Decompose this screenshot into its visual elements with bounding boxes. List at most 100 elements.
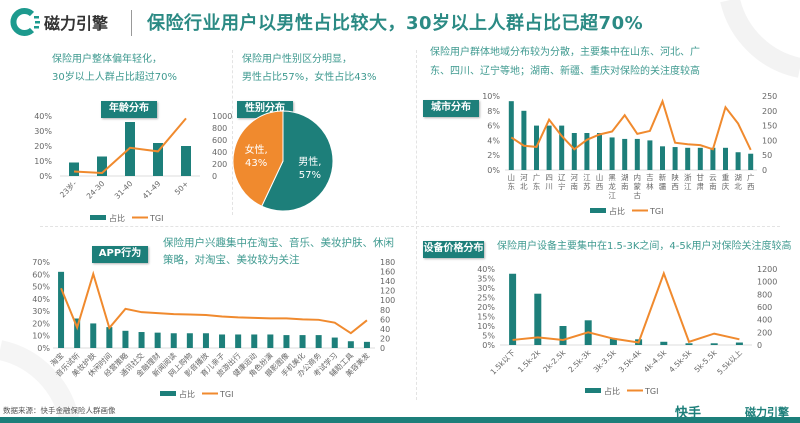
x-tick-label: 四川 bbox=[545, 173, 553, 191]
bar-办公商务 bbox=[315, 335, 322, 348]
y-tick-label: 50% bbox=[32, 283, 50, 292]
x-tick-label: 23岁- bbox=[57, 178, 78, 199]
y-tick-label: 4% bbox=[487, 136, 500, 145]
brand-name: 磁力引擎 bbox=[44, 14, 109, 33]
legend-line-label: TGI bbox=[644, 387, 658, 396]
legend-line-label: TGI bbox=[219, 390, 233, 399]
app-note-line2: 策略，对淘宝、美妆较为关注 bbox=[163, 254, 300, 266]
age-note-line1: 保险用户整体偏年轻化， bbox=[52, 54, 162, 65]
legend-bar-label: 占比 bbox=[604, 386, 620, 396]
city-note-line1: 保险用户群体地域分布较为分散，主要集中在山东、河北、广 bbox=[430, 47, 700, 58]
bar-河北 bbox=[521, 110, 527, 170]
y2-tick-label: 0 bbox=[762, 166, 767, 175]
x-tick-label: 5.5k以上 bbox=[715, 348, 744, 377]
y-tick-label: 8% bbox=[487, 107, 500, 116]
bar-金融理财 bbox=[154, 332, 161, 348]
x-tick-label: 新疆 bbox=[659, 172, 667, 191]
bar-通讯社交 bbox=[138, 332, 145, 348]
x-tick-label: 河南 bbox=[571, 173, 579, 191]
y2-tick-label: 200 bbox=[212, 160, 227, 169]
y2-tick-label: 80 bbox=[380, 306, 390, 315]
pie-label-category: 男性, bbox=[298, 155, 321, 168]
x-tick-label: 2k-2.5k bbox=[541, 348, 568, 375]
y2-tick-label: 250 bbox=[762, 92, 777, 101]
y2-tick-label: 60 bbox=[380, 315, 390, 324]
y2-tick-label: 160 bbox=[380, 268, 395, 277]
x-tick-label: 黑龙江 bbox=[608, 173, 616, 200]
kuaishou-logo: 快手 bbox=[675, 406, 702, 421]
y-tick-label: 10% bbox=[477, 322, 495, 331]
bar-手机美化 bbox=[299, 335, 306, 348]
bar-黑龙江 bbox=[609, 137, 615, 170]
bar-24-30 bbox=[97, 156, 107, 176]
bar-3k-3.5k bbox=[609, 338, 617, 345]
legend-bar-swatch bbox=[585, 388, 601, 393]
x-tick-label: 吉林 bbox=[646, 173, 654, 191]
bar-陕西 bbox=[672, 147, 678, 170]
y2-tick-label: 600 bbox=[757, 303, 772, 312]
bar-音乐试听 bbox=[74, 318, 81, 348]
footer-bar bbox=[0, 417, 800, 423]
y-tick-label: 15% bbox=[477, 313, 495, 322]
bar-5k-5.5k bbox=[710, 343, 718, 345]
y2-tick-label: 120 bbox=[380, 287, 395, 296]
bar-四川 bbox=[546, 125, 552, 170]
bar-新疆 bbox=[660, 146, 665, 170]
bar-考试学习 bbox=[331, 337, 338, 348]
divider bbox=[416, 50, 417, 400]
divider bbox=[40, 226, 780, 227]
y2-tick-label: 180 bbox=[380, 258, 395, 267]
y-tick-label: 0% bbox=[482, 341, 495, 350]
y-tick-label: 40% bbox=[477, 265, 495, 274]
y-tick-label: 40% bbox=[34, 112, 52, 121]
y2-tick-label: 20 bbox=[380, 334, 390, 343]
pie-slice-女性 bbox=[232, 110, 284, 207]
legend-bar-label: 占比 bbox=[179, 389, 195, 399]
app-note-line1: 保险用户兴趣集中在淘宝、音乐、美妆护肤、休闲 bbox=[163, 237, 394, 249]
y2-tick-label: 600 bbox=[212, 136, 227, 145]
device-note: 保险用户设备主要集中在1.5-3K之间，4-5k用户对保险关注度较高 bbox=[497, 241, 792, 252]
x-tick-label: 甘肃 bbox=[697, 172, 705, 191]
bar-休闲时间 bbox=[106, 327, 113, 348]
legend-bar-swatch bbox=[590, 208, 606, 213]
y-tick-label: 10% bbox=[34, 157, 52, 166]
y2-tick-label: 50 bbox=[762, 151, 772, 160]
y2-tick-label: 100 bbox=[380, 296, 395, 305]
y2-tick-label: 100 bbox=[762, 136, 777, 145]
x-tick-label: 山西 bbox=[596, 172, 604, 191]
pie-label-value: 43% bbox=[245, 158, 267, 169]
city-tag: 城市分布 bbox=[423, 100, 479, 117]
gender-note-line2: 男性占比57%，女性占比43% bbox=[242, 72, 377, 83]
bar-旅游出行 bbox=[235, 334, 242, 348]
bar-广西 bbox=[748, 153, 754, 170]
y-tick-label: 10% bbox=[482, 92, 500, 101]
x-tick-label: 陕西 bbox=[671, 172, 679, 191]
y-tick-label: 0% bbox=[487, 166, 500, 175]
x-tick-label: 山东 bbox=[508, 172, 516, 191]
y2-tick-label: 800 bbox=[212, 124, 227, 133]
x-tick-label: 4k-4.5k bbox=[642, 348, 669, 375]
x-tick-label: 41-49 bbox=[141, 179, 163, 201]
y-tick-label: 0% bbox=[37, 344, 50, 353]
bar-辅助工具 bbox=[347, 341, 354, 348]
bar-淘宝 bbox=[58, 271, 65, 348]
bar-1.5k-2k bbox=[534, 293, 542, 345]
y-tick-label: 70% bbox=[32, 258, 50, 267]
bar-50+ bbox=[181, 146, 191, 176]
x-tick-label: 湖南 bbox=[621, 173, 629, 191]
y-tick-label: 25% bbox=[477, 294, 495, 303]
y2-tick-label: 800 bbox=[757, 290, 772, 299]
x-tick-label: 1.5k以下 bbox=[489, 348, 518, 377]
bar-4k-4.5k bbox=[660, 341, 668, 345]
y2-tick-label: 200 bbox=[762, 107, 777, 116]
x-tick-label: 浙江 bbox=[684, 172, 692, 191]
y2-tick-label: 150 bbox=[762, 122, 777, 131]
y2-tick-label: 0 bbox=[212, 172, 217, 181]
bar-河南 bbox=[571, 133, 577, 170]
y-tick-label: 30% bbox=[34, 127, 52, 136]
y-tick-label: 30% bbox=[477, 284, 495, 293]
divider bbox=[232, 50, 233, 215]
y2-tick-label: 400 bbox=[757, 316, 772, 325]
bar-重庆 bbox=[723, 147, 728, 170]
